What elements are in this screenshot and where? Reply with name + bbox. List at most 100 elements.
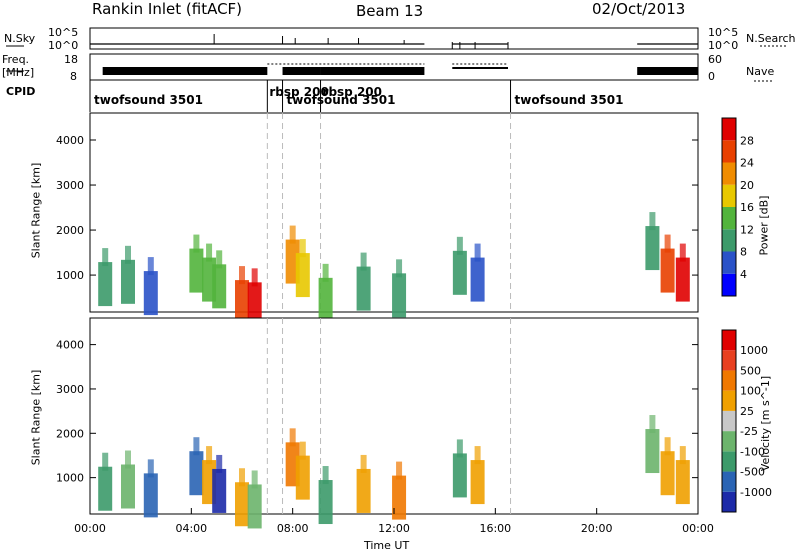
time-tick-label: 04:00 xyxy=(175,522,207,535)
velocity-data-cell xyxy=(470,460,485,505)
velocity-colorbar-cell xyxy=(722,471,736,492)
time-tick-label: 20:00 xyxy=(581,522,613,535)
nave-label: Nave xyxy=(746,65,775,78)
power-ytick-label: 3000 xyxy=(56,179,84,192)
power-data-cell xyxy=(251,268,258,287)
power-colorbar-tick: 24 xyxy=(740,157,754,170)
power-colorbar-cell xyxy=(722,118,736,141)
power-ytick-label: 2000 xyxy=(56,224,84,237)
power-data-cell xyxy=(193,234,200,253)
velocity-ytick-label: 1000 xyxy=(56,472,84,485)
freq-trace-block xyxy=(452,67,508,69)
noise-panel-frame xyxy=(89,27,699,50)
date-label: 02/Oct/2013 xyxy=(592,0,686,18)
freq-label-line1: Freq. xyxy=(2,53,30,66)
power-data-cell xyxy=(125,245,131,264)
velocity-data-cell xyxy=(251,470,258,489)
power-colorbar-tick: 8 xyxy=(740,246,747,259)
velocity-colorbar-tick: -25 xyxy=(740,425,758,438)
velocity-data-cell xyxy=(189,451,204,496)
velocity-colorbar-tick: -100 xyxy=(740,445,765,458)
nsearch-label: N.Search xyxy=(746,32,796,45)
power-colorbar-tick: 16 xyxy=(740,201,754,214)
velocity-data-cell xyxy=(675,460,690,505)
time-tick-label: 08:00 xyxy=(277,522,309,535)
freq-label-line2: [MHz] xyxy=(2,66,35,79)
velocity-ytick-label: 2000 xyxy=(56,427,84,440)
velocity-data-cell xyxy=(679,446,686,465)
velocity-data-cell xyxy=(396,461,403,480)
cpid-segment-label: twofsound 3501 xyxy=(515,93,624,107)
velocity-data-cell xyxy=(289,428,296,447)
velocity-data-cell xyxy=(206,446,213,465)
power-colorbar-cell xyxy=(722,162,736,185)
power-data-cell xyxy=(102,248,109,267)
power-data-cell xyxy=(456,236,463,255)
velocity-data-cell xyxy=(125,450,131,469)
cpid-label: CPID xyxy=(6,85,36,98)
velocity-data-cell xyxy=(143,473,158,518)
chart-title: Rankin Inlet (fitACF) xyxy=(92,0,243,18)
power-data-cell xyxy=(664,234,671,253)
velocity-colorbar-tick: -1000 xyxy=(740,486,772,499)
cpid-segment-label: rbsp 200 xyxy=(269,85,328,99)
velocity-data-cell xyxy=(322,466,329,485)
power-data-cell xyxy=(299,239,306,258)
power-colorbar-cell xyxy=(722,251,736,274)
power-ytick-label: 1000 xyxy=(56,269,84,282)
velocity-colorbar-tick: 500 xyxy=(740,364,761,377)
power-data-cell xyxy=(216,250,223,269)
velocity-data-cell xyxy=(239,468,245,487)
power-data-cell xyxy=(470,257,485,302)
power-data-cell xyxy=(239,266,245,285)
power-data-cell xyxy=(143,271,158,316)
velocity-colorbar-cell xyxy=(722,491,736,512)
power-data-cell xyxy=(679,243,686,262)
velocity-colorbar-cell xyxy=(722,350,736,371)
time-tick-label: 12:00 xyxy=(378,522,410,535)
power-colorbar-tick: 28 xyxy=(740,134,754,147)
power-data-cell xyxy=(645,226,660,271)
velocity-data-cell xyxy=(318,480,333,525)
power-data-cell xyxy=(318,277,333,322)
velocity-data-cell xyxy=(660,451,675,496)
velocity-colorbar-cell xyxy=(722,451,736,472)
velocity-data-cell xyxy=(356,468,371,513)
power-data-cell xyxy=(206,243,213,262)
power-colorbar-frame xyxy=(721,117,737,297)
time-tick-label: 00:00 xyxy=(682,522,714,535)
power-data-cell xyxy=(474,243,481,262)
power-data-cell xyxy=(452,250,467,295)
velocity-data-cell xyxy=(212,468,227,513)
noise-left-tick-bottom: 10^0 xyxy=(48,39,79,52)
velocity-data-cell xyxy=(102,452,109,471)
power-data-cell xyxy=(247,282,262,327)
cpid-segment-label: twofsound 3501 xyxy=(287,93,396,107)
power-data-cell xyxy=(235,280,249,325)
power-data-cell xyxy=(396,259,403,278)
cpid-segment-label: twofsound 3501 xyxy=(94,93,203,107)
velocity-data-cell xyxy=(452,453,467,498)
power-colorbar-cell xyxy=(722,273,736,296)
velocity-data-cell xyxy=(456,439,463,458)
power-data-cell xyxy=(98,262,113,307)
velocity-ytick-label: 3000 xyxy=(56,383,84,396)
time-tick-label: 00:00 xyxy=(74,522,106,535)
power-colorbar-cell xyxy=(722,140,736,163)
velocity-data-cell xyxy=(147,459,154,478)
velocity-data-cell xyxy=(299,441,306,460)
velocity-data-cell xyxy=(247,484,262,529)
power-data-cell xyxy=(212,264,227,309)
freq-left-tick-top: 18 xyxy=(64,53,78,66)
velocity-colorbar-cell xyxy=(722,431,736,452)
power-data-cell xyxy=(295,253,310,298)
power-data-cell xyxy=(675,257,690,302)
velocity-colorbar-cell xyxy=(722,390,736,411)
noise-left-tick-top: 10^5 xyxy=(48,26,79,39)
beam-label: Beam 13 xyxy=(356,2,424,20)
freq-right-tick-top: 60 xyxy=(708,53,722,66)
power-colorbar-cell xyxy=(722,229,736,252)
time-axis-label: Time UT xyxy=(364,539,410,552)
velocity-data-cell xyxy=(474,446,481,465)
